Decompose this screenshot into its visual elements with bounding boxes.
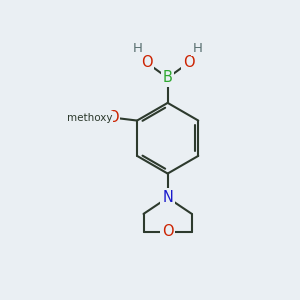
Text: methoxy: methoxy xyxy=(67,112,112,123)
Text: O: O xyxy=(162,224,173,239)
Text: O: O xyxy=(107,110,119,125)
Text: O: O xyxy=(141,55,152,70)
Text: B: B xyxy=(163,70,172,86)
Text: N: N xyxy=(162,190,173,205)
Text: O: O xyxy=(183,55,195,70)
Text: H: H xyxy=(193,42,202,55)
Text: H: H xyxy=(133,42,142,55)
